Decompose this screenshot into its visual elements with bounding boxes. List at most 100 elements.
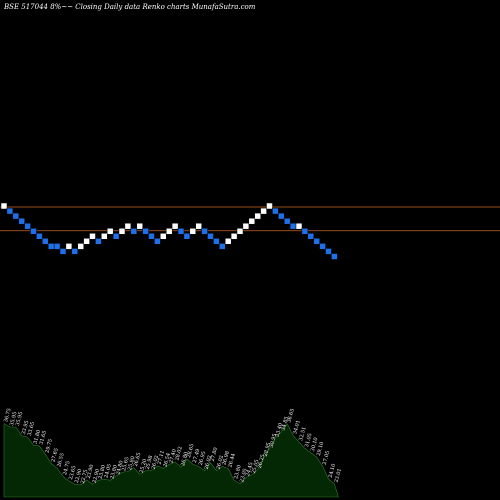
renko-brick-up: [189, 228, 197, 235]
volume-label: 26.25: [257, 454, 267, 469]
renko-brick-down: [319, 243, 326, 250]
volume-label: 32.51: [298, 426, 308, 441]
renko-brick-up: [83, 238, 90, 245]
renko-brick-down: [42, 238, 49, 245]
renko-brick-down: [148, 233, 155, 240]
volume-label: 23.90: [86, 464, 96, 479]
renko-brick-up: [171, 222, 179, 230]
renko-brick-down: [6, 207, 14, 215]
volume-label: 26.54: [162, 452, 172, 467]
volume-label: 27.05: [322, 450, 332, 465]
volume-label: 22.90: [92, 468, 102, 483]
renko-brick-up: [77, 243, 84, 250]
renko-brick-down: [331, 253, 338, 260]
renko-brick-down: [201, 228, 208, 235]
volume-label: 31.65: [39, 430, 49, 445]
volume-label: 25.65: [121, 456, 131, 471]
renko-brick-down: [289, 222, 297, 230]
volume-label: 26.98: [221, 451, 231, 466]
volume-label: 36.65: [286, 408, 296, 423]
renko-brick-down: [47, 243, 55, 250]
renko-brick-down: [177, 228, 185, 235]
renko-brick-up: [136, 222, 143, 230]
renko-brick-up: [230, 233, 238, 240]
renko-brick-down: [18, 217, 25, 225]
volume-label: 34.01: [292, 420, 302, 435]
renko-brick-down: [154, 238, 161, 245]
volume-label: 28.65: [186, 443, 196, 458]
renko-brick-up: [236, 228, 244, 235]
renko-brick-down: [325, 248, 332, 255]
volume-label: 34.85: [280, 416, 290, 431]
volume-label: 30.95: [269, 433, 279, 448]
renko-brick-down: [112, 233, 120, 240]
renko-brick-down: [301, 228, 309, 235]
renko-brick-down: [142, 228, 149, 235]
renko-brick-down: [95, 238, 102, 245]
volume-label: 26.44: [227, 453, 237, 468]
volume-label: 23.01: [334, 468, 344, 483]
renko-brick-down: [53, 243, 61, 250]
volume-label: 24.10: [328, 463, 338, 478]
renko-brick-down: [207, 233, 214, 240]
renko-brick-down: [272, 207, 279, 215]
volume-label: 26.02: [151, 455, 161, 470]
volume-label: 31.80: [33, 429, 43, 444]
renko-brick-up: [242, 222, 250, 230]
renko-brick-up: [0, 202, 8, 210]
renko-brick-up: [195, 222, 202, 230]
volume-label: 26.02: [216, 455, 226, 470]
volume-label: 27.65: [50, 448, 60, 463]
renko-brick-down: [12, 212, 20, 220]
volume-label: 26.95: [198, 451, 208, 466]
volume-label: 23.80: [98, 464, 108, 479]
volume-label: 27.49: [192, 448, 202, 463]
volume-label: 24.75: [62, 460, 72, 475]
renko-brick-up: [165, 228, 173, 235]
renko-brick-up: [295, 222, 303, 230]
renko-brick-up: [160, 233, 167, 240]
renko-brick-down: [313, 238, 320, 245]
volume-label: 29.10: [316, 441, 326, 456]
volume-label: 27.40: [168, 449, 178, 464]
renko-brick-up: [65, 243, 73, 250]
renko-brick-up: [248, 217, 256, 225]
volume-label: 22.90: [74, 468, 84, 483]
renko-brick-up: [266, 202, 273, 210]
volume-label: 23.80: [109, 464, 119, 479]
volume-label: 35.95: [15, 411, 25, 426]
volume-label: 28.95: [263, 442, 273, 457]
renko-brick-down: [278, 212, 285, 220]
volume-label: 28.02: [174, 446, 184, 461]
volume-labels: 36.7535.9535.9533.9533.6531.8031.6529.75…: [3, 408, 343, 485]
volume-area: [3, 422, 339, 498]
volume-label: 33.95: [21, 420, 31, 435]
volume-label: 35.95: [9, 411, 19, 426]
renko-brick-down: [183, 233, 191, 240]
volume-label: 25.98: [145, 455, 155, 470]
volume-label: 25.80: [127, 456, 137, 471]
renko-brick-down: [36, 233, 43, 240]
volume-label: 33.65: [27, 421, 37, 436]
renko-brick-up: [106, 228, 114, 235]
renko-brick-down: [130, 228, 138, 235]
renko-brick-up: [254, 212, 261, 220]
volume-label: 23.65: [68, 465, 78, 480]
volume-label: 36.75: [3, 408, 13, 423]
chart-title: BSE 517044 8%~~ Closing Daily data Renko…: [3, 3, 256, 11]
volume-label: 33.40: [275, 422, 285, 437]
renko-bricks: [0, 202, 338, 260]
renko-brick-up: [224, 238, 232, 245]
renko-brick-down: [71, 248, 79, 255]
volume-area-path: [3, 422, 339, 498]
volume-label: 23.05: [239, 468, 249, 483]
volume-label: 22.75: [80, 469, 90, 484]
renko-brick-down: [307, 233, 315, 240]
volume-label: 26.65: [133, 452, 143, 467]
volume-label: 25.20: [139, 458, 149, 473]
renko-brick-up: [89, 233, 96, 240]
volume-label: 25.05: [251, 459, 261, 474]
volume-label: 26.02: [204, 455, 214, 470]
renko-brick-up: [124, 222, 132, 230]
